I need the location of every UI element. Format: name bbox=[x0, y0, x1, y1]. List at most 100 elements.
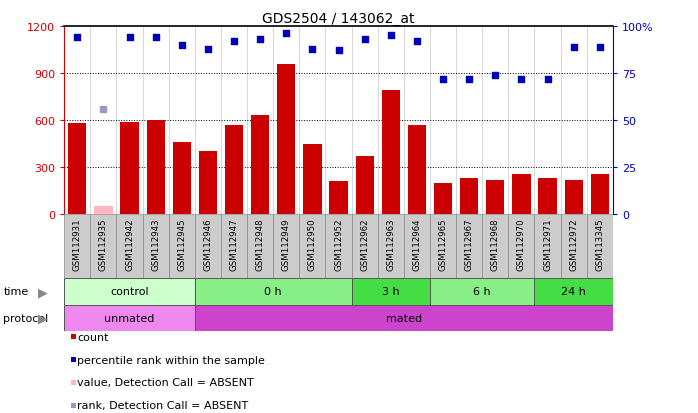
Bar bbox=[68, 124, 87, 215]
Bar bbox=[247, 215, 273, 279]
Bar bbox=[512, 175, 530, 215]
Text: ▶: ▶ bbox=[38, 311, 48, 324]
Bar bbox=[486, 180, 505, 215]
Bar bbox=[142, 215, 169, 279]
Point bbox=[307, 46, 318, 53]
Bar bbox=[587, 215, 613, 279]
Text: ▶: ▶ bbox=[38, 285, 48, 298]
Bar bbox=[460, 179, 478, 215]
Text: count: count bbox=[77, 332, 109, 342]
Text: GSM112971: GSM112971 bbox=[543, 218, 552, 271]
Bar bbox=[430, 215, 456, 279]
Point bbox=[281, 31, 292, 38]
Point bbox=[72, 35, 83, 41]
Point bbox=[463, 76, 475, 83]
Text: percentile rank within the sample: percentile rank within the sample bbox=[77, 355, 265, 365]
Bar bbox=[535, 215, 560, 279]
Point bbox=[359, 37, 370, 43]
Bar bbox=[251, 116, 269, 215]
Point bbox=[176, 42, 187, 49]
Text: 24 h: 24 h bbox=[561, 287, 586, 297]
Bar bbox=[169, 215, 195, 279]
Text: GSM112965: GSM112965 bbox=[438, 218, 447, 271]
Text: GSM112942: GSM112942 bbox=[125, 218, 134, 271]
Bar bbox=[434, 183, 452, 215]
Bar bbox=[120, 122, 139, 215]
Text: GSM112950: GSM112950 bbox=[308, 218, 317, 271]
Text: 3 h: 3 h bbox=[382, 287, 399, 297]
Text: GSM112935: GSM112935 bbox=[99, 218, 108, 271]
Text: rank, Detection Call = ABSENT: rank, Detection Call = ABSENT bbox=[77, 400, 248, 410]
Bar bbox=[147, 121, 165, 215]
Text: GSM112948: GSM112948 bbox=[255, 218, 265, 271]
Point bbox=[411, 38, 422, 45]
Point bbox=[594, 44, 605, 51]
Point bbox=[255, 37, 266, 43]
Bar bbox=[64, 279, 195, 305]
Text: 6 h: 6 h bbox=[473, 287, 491, 297]
Point bbox=[438, 76, 449, 83]
Title: GDS2504 / 143062_at: GDS2504 / 143062_at bbox=[262, 12, 415, 26]
Bar bbox=[90, 215, 117, 279]
Bar bbox=[329, 182, 348, 215]
Bar bbox=[199, 152, 217, 215]
Bar bbox=[456, 215, 482, 279]
Bar bbox=[64, 215, 90, 279]
Bar bbox=[408, 126, 426, 215]
Point bbox=[490, 72, 501, 79]
Text: GSM112967: GSM112967 bbox=[465, 218, 474, 271]
Text: GSM112946: GSM112946 bbox=[203, 218, 212, 271]
Text: control: control bbox=[110, 287, 149, 297]
Point bbox=[150, 35, 161, 41]
Text: GSM112964: GSM112964 bbox=[413, 218, 422, 271]
Point bbox=[542, 76, 553, 83]
Bar bbox=[355, 157, 374, 215]
Point bbox=[516, 76, 527, 83]
Text: time: time bbox=[3, 287, 29, 297]
Text: GSM112949: GSM112949 bbox=[282, 218, 291, 271]
Text: GSM112943: GSM112943 bbox=[151, 218, 160, 271]
Text: GSM112952: GSM112952 bbox=[334, 218, 343, 271]
Bar bbox=[64, 305, 195, 331]
Text: GSM112962: GSM112962 bbox=[360, 218, 369, 271]
Bar bbox=[273, 215, 299, 279]
Bar bbox=[325, 215, 352, 279]
Bar bbox=[172, 143, 191, 215]
Text: protocol: protocol bbox=[3, 313, 49, 323]
Text: value, Detection Call = ABSENT: value, Detection Call = ABSENT bbox=[77, 377, 254, 387]
Bar bbox=[299, 215, 325, 279]
Point bbox=[333, 48, 344, 55]
Text: GSM112963: GSM112963 bbox=[386, 218, 395, 271]
Text: GSM113345: GSM113345 bbox=[595, 218, 604, 271]
Bar bbox=[382, 91, 400, 215]
Bar bbox=[378, 215, 404, 279]
Bar bbox=[352, 279, 430, 305]
Text: mated: mated bbox=[386, 313, 422, 323]
Bar bbox=[482, 215, 508, 279]
Text: GSM112968: GSM112968 bbox=[491, 218, 500, 271]
Bar bbox=[195, 305, 613, 331]
Bar bbox=[117, 215, 142, 279]
Point bbox=[568, 44, 579, 51]
Bar bbox=[221, 215, 247, 279]
Bar bbox=[195, 279, 352, 305]
Bar bbox=[565, 180, 583, 215]
Bar bbox=[560, 215, 587, 279]
Text: 0 h: 0 h bbox=[265, 287, 282, 297]
Bar bbox=[352, 215, 378, 279]
Text: unmated: unmated bbox=[104, 313, 155, 323]
Bar bbox=[195, 215, 221, 279]
Bar bbox=[430, 279, 535, 305]
Point bbox=[228, 38, 239, 45]
Point bbox=[124, 35, 135, 41]
Bar bbox=[508, 215, 535, 279]
Bar bbox=[303, 144, 322, 215]
Text: GSM112947: GSM112947 bbox=[230, 218, 239, 271]
Text: GSM112972: GSM112972 bbox=[569, 218, 578, 271]
Bar bbox=[535, 279, 613, 305]
Text: GSM112931: GSM112931 bbox=[73, 218, 82, 271]
Point bbox=[98, 106, 109, 113]
Bar bbox=[404, 215, 430, 279]
Text: GSM112970: GSM112970 bbox=[517, 218, 526, 271]
Bar bbox=[538, 179, 557, 215]
